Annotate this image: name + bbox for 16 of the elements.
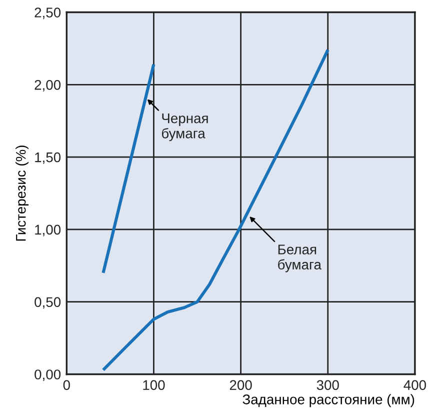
line-series bbox=[102, 48, 330, 372]
x-tick-label: 400 bbox=[404, 380, 426, 390]
y-axis-title: Гистерезис (%) bbox=[16, 146, 29, 241]
x-axis-title: Заданное расстояние (мм) bbox=[242, 394, 414, 408]
y-tick-label: 2,00 bbox=[34, 80, 61, 92]
y-tick-label: 0,50 bbox=[34, 297, 61, 309]
y-tick-label: 1,50 bbox=[35, 152, 61, 164]
x-tick-label: 100 bbox=[143, 380, 165, 390]
y-tick-label: 1,00 bbox=[35, 224, 61, 236]
x-tick-label: 0 bbox=[63, 380, 70, 390]
annotation: Белая бумага bbox=[278, 244, 322, 272]
y-tick-label: 2,50 bbox=[34, 8, 61, 20]
annotation: Черная бумага bbox=[162, 114, 208, 142]
y-tick-label: 0,00 bbox=[34, 370, 61, 382]
x-tick-label: 300 bbox=[316, 380, 339, 390]
x-tick-label: 200 bbox=[230, 380, 252, 390]
